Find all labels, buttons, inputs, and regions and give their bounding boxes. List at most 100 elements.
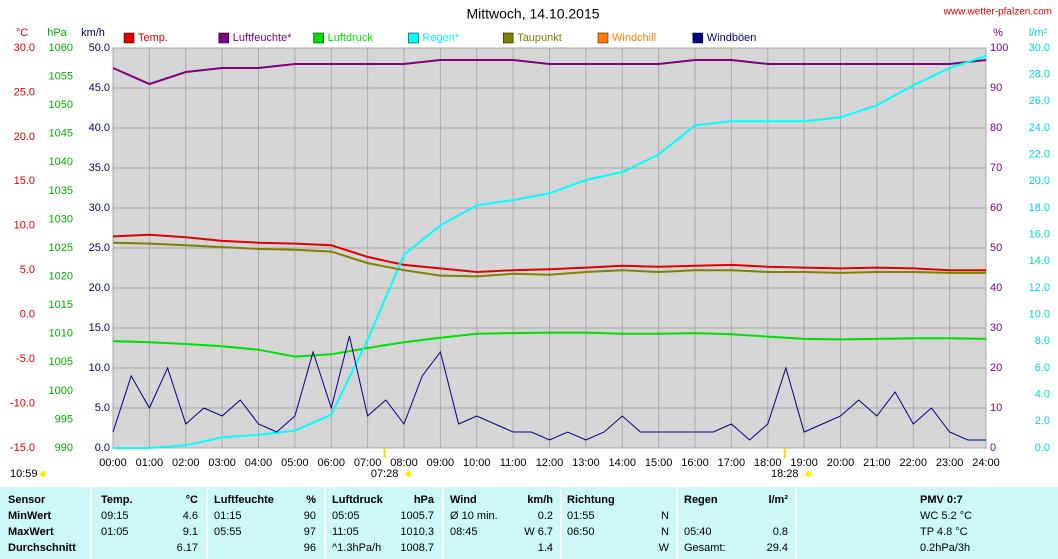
table-cell: 01:55 [567,510,595,522]
x-tick-label: 20:00 [827,457,855,469]
x-tick-label: 00:00 [99,457,127,469]
y-axis-unit: % [993,27,1003,39]
table-cell: 1005.7 [400,510,434,522]
y-tick-label: 1030 [49,213,73,225]
y-tick-label: 45.0 [89,82,110,94]
legend-label: Windchill [612,32,656,44]
y-tick-label: 16.0 [1029,229,1050,241]
y-tick-label: 10.0 [14,220,35,232]
y-tick-label: 0.0 [1035,442,1050,454]
table-cell: Temp. [101,494,133,506]
x-tick-label: 06:00 [317,457,345,469]
sun-time: 18:28 [771,468,799,480]
y-tick-label: 30.0 [14,42,35,54]
sun-marker [383,448,386,458]
table-cell: 09:15 [101,510,129,522]
legend-label: Windböen [707,32,757,44]
y-tick-label: 30 [990,322,1002,334]
table-cell: TP 4.8 °C [920,526,968,538]
y-axis-unit: km/h [81,27,105,39]
series-line [112,59,987,86]
y-tick-label: 1025 [49,242,73,254]
y-tick-label: 1015 [49,299,73,311]
legend-swatch [597,32,609,44]
y-tick-label: 6.0 [1035,362,1050,374]
y-tick-label: 1010 [49,328,73,340]
table-cell: Regen [684,494,718,506]
legend-swatch [123,32,135,44]
y-tick-label: 8.0 [1035,335,1050,347]
y-tick-label: 70 [990,162,1002,174]
x-tick-label: 13:00 [572,457,600,469]
legend-swatch [218,32,230,44]
table-cell: W [659,542,670,554]
y-tick-label: 25.0 [89,242,110,254]
table-cell: Durchschnitt [8,542,76,554]
stats-panel [0,487,1058,559]
table-cell: 05:40 [684,526,712,538]
y-tick-label: 100 [990,42,1008,54]
table-cell: l/m² [768,494,788,506]
y-tick-label: 995 [55,413,73,425]
table-cell: 1.4 [538,542,553,554]
series-line [112,233,986,274]
y-tick-label: 90 [990,82,1002,94]
y-tick-label: 26.0 [1029,95,1050,107]
y-tick-label: 10.0 [89,362,110,374]
y-axis-unit: l/m² [1029,27,1048,39]
table-cell: 4.6 [183,510,198,522]
y-tick-label: 15.0 [14,175,35,187]
sun-dot [805,471,812,477]
x-tick-label: 18:00 [754,457,782,469]
x-tick-label: 02:00 [172,457,200,469]
table-cell: 0.8 [773,526,788,538]
source: www.wetter-pfalzen.com [943,7,1052,18]
y-tick-label: 50.0 [89,42,110,54]
table-cell: ^1.3hPa/h [332,542,381,554]
legend-label: Taupunkt [517,32,562,44]
y-tick-label: 1045 [49,128,73,140]
y-tick-label: 5.0 [20,264,35,276]
y-tick-label: 1040 [49,156,73,168]
y-axis-unit: hPa [47,27,67,39]
x-tick-label: 07:00 [354,457,382,469]
y-tick-label: 40 [990,282,1002,294]
sun-dot [405,471,412,477]
series-line [112,335,986,441]
y-tick-label: 15.0 [89,322,110,334]
series-line [112,241,986,278]
y-tick-label: 28.0 [1029,69,1050,81]
x-tick-label: 12:00 [536,457,564,469]
x-tick-label: 01:00 [136,457,164,469]
x-tick-label: 15:00 [645,457,673,469]
table-cell: W 6.7 [524,526,553,538]
table-cell: 05:05 [332,510,360,522]
y-tick-label: 10.0 [1029,309,1050,321]
sun-icon [40,471,46,477]
table-cell: 08:45 [450,526,478,538]
y-tick-label: 990 [55,442,73,454]
y-tick-label: 1005 [49,356,73,368]
table-cell: Luftfeuchte [214,494,274,506]
x-tick-label: 14:00 [608,457,636,469]
legend-swatch [502,32,514,44]
table-cell: 01:05 [101,526,129,538]
table-cell: 0.2hPa/3h [920,542,970,554]
table-cell: 97 [304,526,316,538]
table-cell: 06:50 [567,526,595,538]
x-tick-label: 21:00 [863,457,891,469]
x-tick-label: 03:00 [208,457,236,469]
legend-swatch [313,32,324,44]
table-cell: N [661,526,669,538]
legend-label: Luftdruck [328,32,374,44]
y-tick-label: 1000 [49,385,73,397]
legend-label: Luftfeuchte* [233,32,292,44]
x-tick-label: 04:00 [245,457,273,469]
y-tick-label: 60 [990,202,1002,214]
table-cell: 01:15 [214,510,242,522]
y-tick-label: 1050 [49,99,73,111]
table-cell: hPa [414,494,435,506]
y-tick-label: -5.0 [16,353,35,365]
y-tick-label: 10 [990,402,1002,414]
y-tick-label: 35.0 [89,162,110,174]
